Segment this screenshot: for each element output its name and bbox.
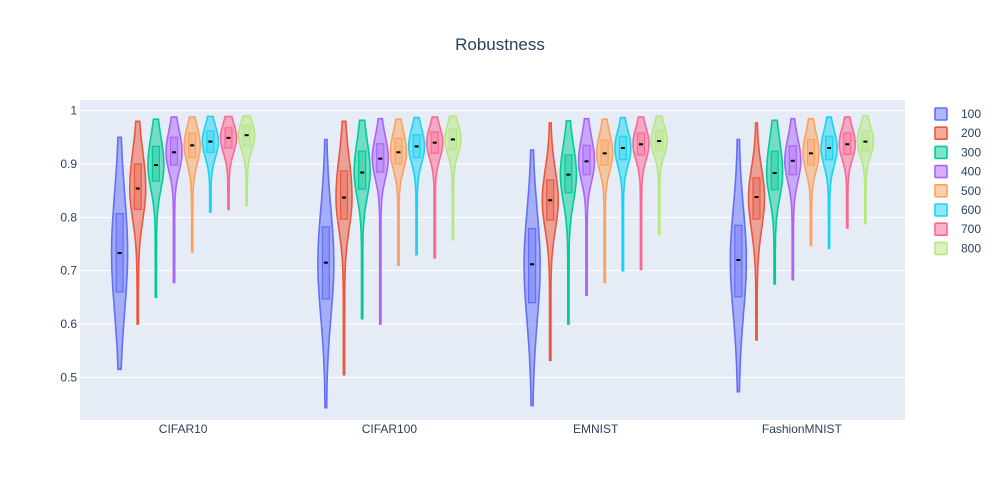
legend-item-500[interactable]: 500 (934, 184, 981, 198)
violin-500-CIFAR10[interactable] (183, 116, 201, 253)
legend-item-800[interactable]: 800 (934, 241, 981, 256)
x-tick-label: EMNIST (573, 422, 619, 436)
legend-label: 400 (961, 165, 981, 179)
violin-body (729, 138, 748, 393)
legend[interactable]: 100 200 300 400 500 600 700 800 (934, 107, 981, 256)
x-tick-label: FashionMNIST (762, 422, 843, 436)
violin-200-CIFAR10[interactable] (129, 120, 147, 325)
chart-title: Robustness (455, 35, 545, 54)
violin-800-CIFAR10[interactable] (237, 115, 256, 207)
legend-swatch (934, 126, 948, 140)
violin-400-EMNIST[interactable] (577, 117, 596, 296)
violin-box (770, 150, 779, 191)
legend-item-400[interactable]: 400 (934, 164, 981, 179)
y-tick-label: 0.7 (60, 264, 77, 278)
violin-box (394, 137, 403, 165)
violin-600-EMNIST[interactable] (614, 116, 632, 272)
legend-label: 800 (961, 241, 981, 255)
violin-700-CIFAR10[interactable] (219, 115, 238, 211)
legend-item-300[interactable]: 300 (934, 145, 981, 160)
x-tick-label: CIFAR100 (362, 422, 418, 436)
x-tick-labels: CIFAR10 CIFAR100 EMNIST FashionMNIST (159, 422, 843, 436)
violin-box (527, 227, 537, 304)
legend-swatch (934, 107, 948, 121)
violin-box (734, 224, 743, 298)
legend-label: 700 (961, 222, 981, 236)
violin-300-FashionMNIST[interactable] (765, 119, 784, 285)
legend-swatch (934, 184, 948, 198)
violin-body (747, 122, 766, 341)
y-tick-label: 0.5 (60, 370, 77, 384)
y-tick-label: 1 (70, 104, 77, 118)
violin-300-CIFAR100[interactable] (353, 119, 371, 320)
violin-500-EMNIST[interactable] (595, 118, 614, 284)
legend-swatch (934, 241, 948, 256)
x-tick-label: CIFAR10 (159, 422, 208, 436)
legend-swatch (934, 203, 948, 217)
violin-box (151, 145, 160, 182)
violin-200-FashionMNIST[interactable] (747, 122, 766, 341)
violin-box (806, 138, 816, 166)
violin-200-CIFAR100[interactable] (335, 120, 353, 376)
violin-500-FashionMNIST[interactable] (802, 117, 820, 247)
y-tick-label: 0.6 (60, 317, 77, 331)
violin-body (523, 149, 541, 407)
violin-100-EMNIST[interactable] (523, 149, 541, 407)
violin-200-EMNIST[interactable] (541, 122, 560, 362)
y-grid (80, 110, 905, 378)
legend-item-100[interactable]: 100 (934, 107, 981, 121)
legend-swatch (934, 145, 948, 160)
violin-400-FashionMNIST[interactable] (784, 117, 802, 281)
violin-100-CIFAR100[interactable] (317, 138, 335, 409)
violin-box (358, 150, 367, 190)
violin-800-EMNIST[interactable] (650, 115, 668, 236)
violin-box (169, 136, 179, 166)
legend-label: 200 (961, 126, 981, 140)
violin-300-EMNIST[interactable] (559, 120, 578, 325)
legend-swatch (934, 222, 948, 236)
violin-700-FashionMNIST[interactable] (838, 116, 856, 229)
legend-label: 600 (961, 203, 981, 217)
violin-800-FashionMNIST[interactable] (856, 115, 875, 225)
violins (110, 115, 875, 409)
violin-box (133, 163, 142, 210)
legend-item-200[interactable]: 200 (934, 126, 981, 140)
legend-label: 100 (961, 107, 981, 121)
violin-box (752, 177, 761, 220)
violin-800-CIFAR100[interactable] (444, 115, 462, 241)
violin-box (339, 170, 349, 220)
y-tick-label: 0.8 (60, 210, 77, 224)
legend-item-600[interactable]: 600 (934, 203, 981, 217)
violin-700-CIFAR100[interactable] (426, 116, 444, 259)
violin-500-CIFAR100[interactable] (389, 118, 408, 267)
violin-100-CIFAR10[interactable] (110, 136, 129, 371)
legend-swatch (934, 164, 948, 179)
violin-box (582, 144, 591, 176)
violin-600-CIFAR10[interactable] (201, 115, 220, 213)
legend-label: 500 (961, 184, 981, 198)
violin-300-CIFAR10[interactable] (147, 118, 165, 299)
violin-700-EMNIST[interactable] (632, 116, 650, 271)
violin-600-CIFAR100[interactable] (407, 116, 426, 256)
violin-body (317, 138, 335, 409)
y-tick-labels: 0.5 0.6 0.7 0.8 0.9 1 (60, 104, 77, 385)
violin-400-CIFAR100[interactable] (371, 117, 390, 325)
legend-item-700[interactable]: 700 (934, 222, 981, 236)
y-tick-label: 0.9 (60, 157, 77, 171)
violin-400-CIFAR10[interactable] (165, 116, 183, 284)
legend-label: 300 (961, 145, 981, 159)
violin-600-FashionMNIST[interactable] (820, 116, 838, 250)
violin-100-FashionMNIST[interactable] (729, 138, 748, 393)
